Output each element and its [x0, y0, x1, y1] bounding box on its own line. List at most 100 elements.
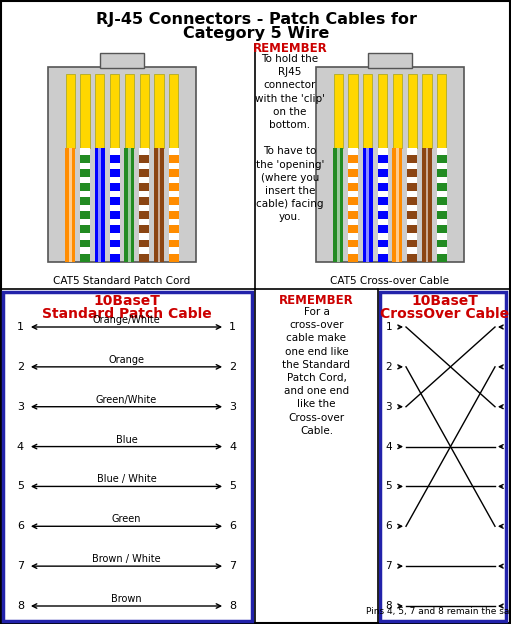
- Bar: [154, 74, 164, 149]
- Bar: [139, 155, 149, 162]
- Bar: [407, 197, 417, 205]
- Bar: [407, 155, 417, 162]
- Bar: [169, 155, 179, 162]
- Bar: [378, 169, 388, 177]
- Text: 3: 3: [385, 402, 392, 412]
- Bar: [437, 149, 447, 261]
- Bar: [80, 212, 90, 219]
- Bar: [169, 149, 179, 261]
- Text: Orange/White: Orange/White: [92, 315, 160, 325]
- Bar: [393, 74, 402, 149]
- Bar: [110, 74, 119, 149]
- Bar: [80, 74, 89, 149]
- Text: 6: 6: [509, 521, 511, 531]
- Bar: [378, 254, 388, 261]
- Bar: [109, 254, 120, 261]
- Text: Orange: Orange: [108, 355, 145, 365]
- Bar: [378, 225, 388, 233]
- Bar: [408, 74, 417, 149]
- Bar: [80, 240, 90, 247]
- Bar: [80, 197, 90, 205]
- Bar: [169, 197, 179, 205]
- Bar: [65, 74, 75, 149]
- Text: To hold the
RJ45
connector
with the 'clip'
on the
bottom.

To have to
the 'openi: To hold the RJ45 connector with the 'cli…: [255, 54, 325, 222]
- Bar: [169, 183, 179, 191]
- Text: 2: 2: [229, 362, 236, 372]
- Bar: [128, 149, 131, 261]
- Bar: [99, 149, 101, 261]
- Text: 4: 4: [229, 442, 236, 452]
- Bar: [139, 225, 149, 233]
- Bar: [139, 149, 149, 261]
- Bar: [407, 240, 417, 247]
- Bar: [80, 149, 90, 261]
- Bar: [80, 155, 90, 162]
- Bar: [139, 240, 149, 247]
- Text: 1: 1: [385, 322, 392, 332]
- Text: Green/White: Green/White: [96, 395, 157, 405]
- Text: Blue / White: Blue / White: [97, 474, 156, 484]
- Bar: [423, 74, 432, 149]
- Text: CAT5 Cross-over Cable: CAT5 Cross-over Cable: [331, 276, 450, 286]
- Bar: [378, 183, 388, 191]
- Bar: [109, 212, 120, 219]
- Bar: [109, 240, 120, 247]
- Bar: [363, 149, 373, 261]
- Text: 5: 5: [385, 482, 392, 492]
- Bar: [169, 254, 179, 261]
- Text: 8: 8: [17, 601, 24, 611]
- Text: 3: 3: [229, 402, 236, 412]
- Text: 4: 4: [17, 442, 24, 452]
- Bar: [348, 240, 358, 247]
- Text: 10BaseT: 10BaseT: [411, 294, 478, 308]
- Bar: [80, 225, 90, 233]
- Bar: [139, 254, 149, 261]
- Bar: [378, 149, 388, 261]
- Bar: [378, 74, 387, 149]
- Bar: [95, 74, 104, 149]
- Text: 3: 3: [17, 402, 24, 412]
- Bar: [437, 74, 447, 149]
- Bar: [169, 212, 179, 219]
- Bar: [140, 74, 149, 149]
- Bar: [348, 149, 358, 261]
- Text: 6: 6: [385, 521, 392, 531]
- Bar: [396, 149, 399, 261]
- Bar: [139, 183, 149, 191]
- Text: Blue: Blue: [115, 434, 137, 444]
- Bar: [366, 149, 369, 261]
- Text: 7: 7: [509, 561, 511, 571]
- Text: Pins 4, 5, 7 and 8 remain the same: Pins 4, 5, 7 and 8 remain the same: [366, 607, 511, 616]
- Bar: [109, 155, 120, 162]
- Text: For a
cross-over
cable make
one end like
the Standard
Patch Cord,
and one end
li: For a cross-over cable make one end like…: [283, 307, 351, 436]
- Bar: [437, 197, 447, 205]
- Bar: [80, 169, 90, 177]
- FancyBboxPatch shape: [3, 292, 252, 621]
- Bar: [407, 225, 417, 233]
- Text: 3: 3: [509, 402, 511, 412]
- Bar: [316, 67, 464, 261]
- Bar: [100, 53, 144, 67]
- Bar: [348, 197, 358, 205]
- Bar: [348, 225, 358, 233]
- Text: 2: 2: [17, 362, 24, 372]
- Bar: [69, 149, 72, 261]
- Bar: [169, 225, 179, 233]
- Bar: [407, 183, 417, 191]
- Text: 6: 6: [229, 521, 236, 531]
- Bar: [80, 254, 90, 261]
- Bar: [109, 197, 120, 205]
- Bar: [154, 149, 164, 261]
- Bar: [349, 74, 358, 149]
- Bar: [437, 183, 447, 191]
- Bar: [378, 212, 388, 219]
- Text: 7: 7: [17, 561, 24, 571]
- Text: 2: 2: [385, 362, 392, 372]
- Bar: [368, 53, 412, 67]
- Bar: [109, 149, 120, 261]
- Text: 2: 2: [509, 362, 511, 372]
- Text: 1: 1: [509, 322, 511, 332]
- Text: 10BaseT: 10BaseT: [94, 294, 160, 308]
- Bar: [95, 149, 105, 261]
- Bar: [378, 197, 388, 205]
